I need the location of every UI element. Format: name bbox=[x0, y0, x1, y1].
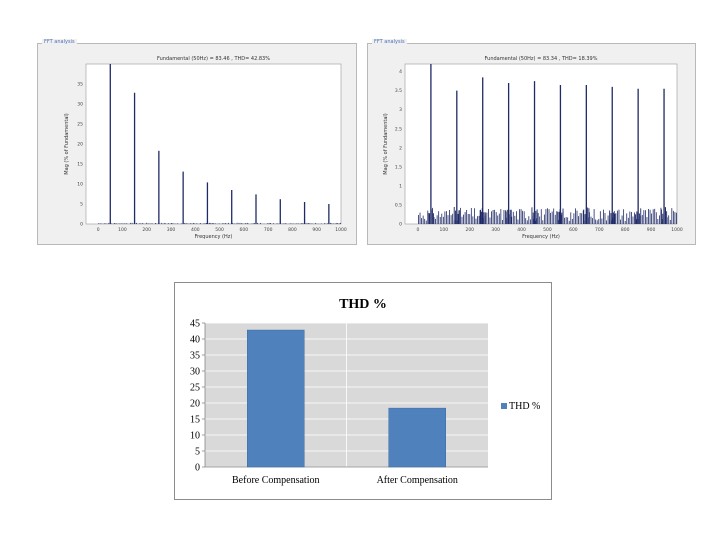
x-tick-label: 0 bbox=[97, 227, 100, 233]
y-tick-label: 0 bbox=[80, 222, 83, 228]
y-tick-label: 15 bbox=[77, 162, 83, 168]
x-axis-label: Frequency (Hz) bbox=[195, 234, 233, 240]
x-tick-label: 500 bbox=[215, 227, 224, 233]
x-tick-label: 0 bbox=[417, 227, 420, 233]
plot-area bbox=[404, 63, 678, 225]
y-tick-label: 45 bbox=[190, 319, 200, 330]
fft-panel-after: FFT analysis Fundamental (50Hz) = 83.34 … bbox=[367, 39, 696, 245]
y-tick-label: 15 bbox=[190, 415, 200, 426]
y-tick-label: 10 bbox=[77, 182, 83, 188]
x-tick-label: 900 bbox=[312, 227, 321, 233]
y-tick-label: 30 bbox=[77, 102, 83, 108]
x-tick-label: 200 bbox=[142, 227, 151, 233]
y-tick-label: 35 bbox=[77, 82, 83, 88]
y-tick-label: 20 bbox=[190, 399, 200, 410]
fft-panel-before: FFT analysis Fundamental (50Hz) = 83.46 … bbox=[37, 39, 357, 245]
y-tick-label: 25 bbox=[77, 122, 83, 128]
chart-title: THD % bbox=[339, 297, 387, 312]
x-tick-label: 1000 bbox=[335, 227, 347, 233]
y-tick-label: 3.5 bbox=[395, 88, 402, 94]
y-tick-label: 2 bbox=[399, 145, 402, 151]
legend-swatch bbox=[501, 403, 507, 409]
y-tick-label: 4 bbox=[399, 69, 402, 75]
category-label: After Compensation bbox=[377, 475, 458, 486]
y-tick-label: 10 bbox=[190, 431, 200, 442]
plot-area bbox=[85, 63, 342, 225]
y-tick-label: 25 bbox=[190, 383, 200, 394]
chart-title: Fundamental (50Hz) = 83.46 , THD= 42.83% bbox=[157, 56, 270, 62]
x-tick-label: 600 bbox=[240, 227, 249, 233]
y-tick-label: 3 bbox=[399, 107, 402, 113]
chart-title: Fundamental (50Hz) = 83.34 , THD= 18.39% bbox=[485, 56, 598, 62]
y-axis-label: Mag (% of Fundamental) bbox=[64, 113, 70, 175]
fft-panel-label: FFT analysis bbox=[372, 39, 407, 45]
x-tick-label: 800 bbox=[621, 227, 630, 233]
y-tick-label: 5 bbox=[195, 447, 200, 458]
x-tick-label: 600 bbox=[569, 227, 578, 233]
y-tick-label: 40 bbox=[190, 335, 200, 346]
spectrum-chart-after: Fundamental (50Hz) = 83.34 , THD= 18.39%… bbox=[383, 56, 683, 240]
legend-label: THD % bbox=[509, 401, 540, 412]
x-tick-label: 900 bbox=[647, 227, 656, 233]
x-tick-label: 300 bbox=[491, 227, 500, 233]
x-tick-label: 1000 bbox=[671, 227, 683, 233]
x-tick-label: 400 bbox=[191, 227, 200, 233]
y-tick-label: 30 bbox=[190, 367, 200, 378]
x-tick-label: 400 bbox=[517, 227, 526, 233]
y-tick-label: 35 bbox=[190, 351, 200, 362]
thd-bar-chart: THD % 0 5 10 15 20 25 30 35 40 45 Before Compensati… bbox=[190, 297, 540, 486]
x-tick-label: 700 bbox=[264, 227, 273, 233]
y-tick-label: 2.5 bbox=[395, 126, 402, 132]
y-tick-label: 1 bbox=[399, 183, 402, 189]
y-tick-label: 0 bbox=[399, 222, 402, 228]
thd-chart-frame: THD % 0 5 10 15 20 25 30 35 40 45 Before Compensati… bbox=[174, 282, 552, 500]
y-tick-label: 5 bbox=[80, 202, 83, 208]
spectrum-chart-before: Fundamental (50Hz) = 83.46 , THD= 42.83%… bbox=[64, 56, 347, 240]
x-tick-label: 700 bbox=[595, 227, 604, 233]
y-tick-label: 20 bbox=[77, 142, 83, 148]
bar-before-compensation bbox=[247, 329, 305, 468]
y-axis-label: Mag (% of Fundamental) bbox=[383, 113, 389, 175]
x-tick-label: 100 bbox=[118, 227, 127, 233]
y-tick-label: 0.5 bbox=[395, 202, 402, 208]
y-tick-label: 0 bbox=[195, 463, 200, 474]
bar-after-compensation bbox=[388, 407, 446, 468]
category-label: Before Compensation bbox=[232, 475, 319, 486]
x-axis-label: Frequency (Hz) bbox=[522, 234, 560, 240]
x-tick-label: 800 bbox=[288, 227, 297, 233]
fft-panel-label: FFT analysis bbox=[42, 39, 77, 45]
x-tick-label: 100 bbox=[440, 227, 449, 233]
x-tick-label: 500 bbox=[543, 227, 552, 233]
y-tick-label: 1.5 bbox=[395, 164, 402, 170]
x-tick-label: 200 bbox=[465, 227, 474, 233]
x-tick-label: 300 bbox=[167, 227, 176, 233]
